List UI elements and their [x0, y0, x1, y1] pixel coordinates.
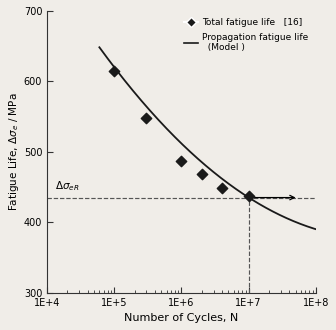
Y-axis label: Fatigue Life, $\Delta\sigma_e$ / MPa: Fatigue Life, $\Delta\sigma_e$ / MPa — [7, 92, 21, 211]
Point — [144, 115, 149, 121]
Point — [246, 193, 251, 199]
Text: $\Delta\sigma_{eR}$: $\Delta\sigma_{eR}$ — [55, 179, 79, 193]
X-axis label: Number of Cycles, N: Number of Cycles, N — [124, 313, 239, 323]
Point — [179, 158, 184, 164]
Legend: Total fatigue life   [16], Propagation fatigue life
  (Model ): Total fatigue life [16], Propagation fat… — [182, 16, 311, 55]
Point — [112, 68, 117, 74]
Point — [219, 186, 225, 191]
Point — [199, 172, 204, 177]
